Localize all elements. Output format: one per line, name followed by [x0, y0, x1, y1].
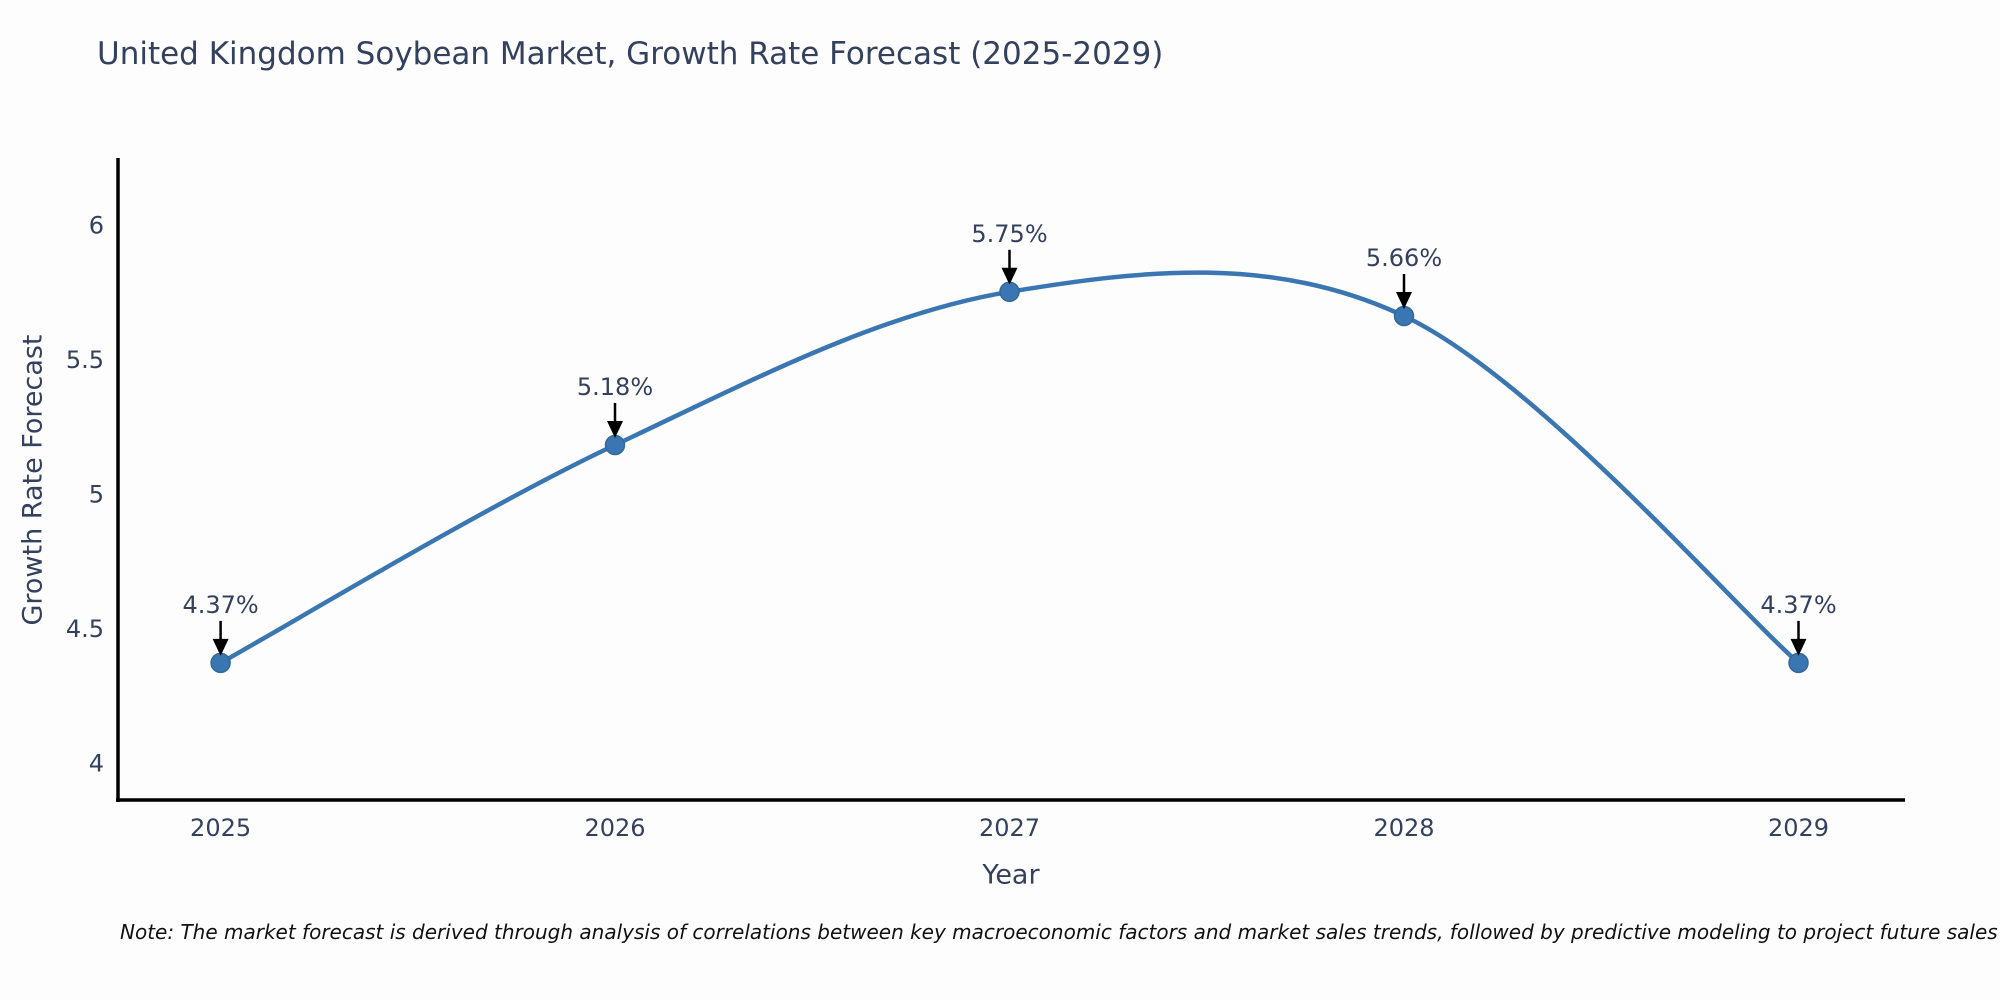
- annotation-arrow-head: [1001, 267, 1018, 285]
- chart-title: United Kingdom Soybean Market, Growth Ra…: [97, 36, 1164, 72]
- forecast-line: [218, 270, 1801, 666]
- data-point-label: 5.75%: [971, 220, 1047, 248]
- y-tick-label: 5: [89, 480, 104, 508]
- footnote: Note: The market forecast is derived thr…: [120, 920, 1998, 944]
- data-point-label: 5.66%: [1366, 244, 1442, 272]
- data-point-marker: [1788, 652, 1809, 674]
- y-tick-label: 4.5: [66, 615, 104, 643]
- x-tick-label: 2025: [190, 814, 251, 842]
- data-point-marker: [604, 434, 626, 456]
- data-point-marker: [210, 652, 231, 674]
- data-point-label: 5.18%: [577, 373, 653, 401]
- y-tick-label: 4: [89, 749, 104, 777]
- y-tick-label: 5.5: [66, 346, 104, 374]
- data-point-label: 4.37%: [1760, 591, 1836, 619]
- annotation-arrow-head: [607, 421, 623, 438]
- annotation-arrow-head: [212, 638, 229, 656]
- data-point-marker: [999, 281, 1020, 303]
- x-tick-label: 2028: [1373, 814, 1434, 842]
- x-tick-label: 2027: [979, 814, 1040, 842]
- annotation-arrow-head: [1790, 638, 1807, 656]
- x-tick-label: 2026: [584, 814, 645, 842]
- y-tick-label: 6: [89, 212, 104, 240]
- data-point-marker: [1393, 305, 1415, 327]
- x-axis-title: Year: [982, 859, 1040, 891]
- data-point-label: 4.37%: [182, 591, 258, 619]
- x-tick-label: 2029: [1768, 814, 1829, 842]
- annotation-arrow-head: [1396, 292, 1412, 309]
